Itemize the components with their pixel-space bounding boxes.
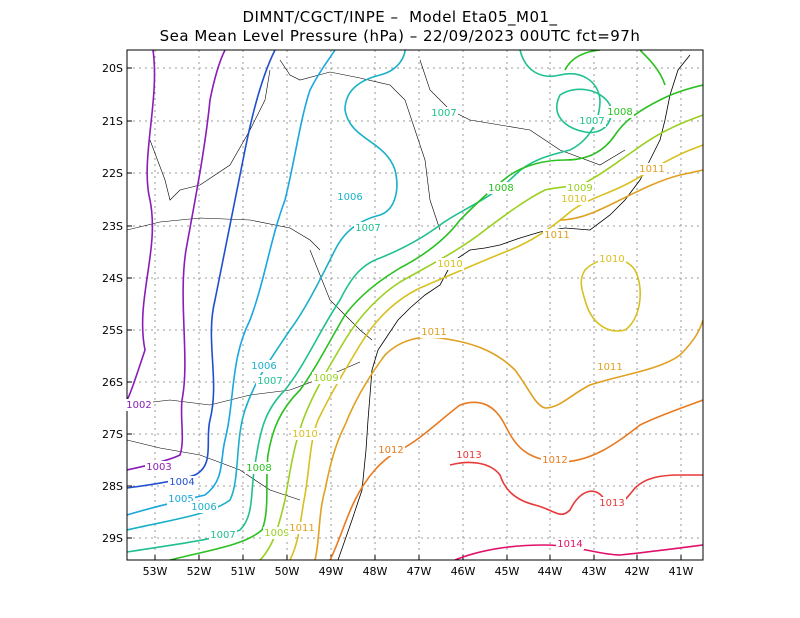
x-tick-label: 48W [363,565,388,578]
contour-label-1012: 1012 [542,455,567,466]
contour-label-1012: 1012 [378,445,403,456]
contour-label-1007: 1007 [355,223,380,234]
contour-label-background [209,529,237,541]
contour-label-1007: 1007 [579,116,604,127]
contour-label-background [598,497,626,509]
contour-label-background [125,399,153,411]
contour-label-background [638,163,666,175]
contour-label-background [245,462,273,474]
contour-label-background [420,326,448,338]
contour-label-1011: 1011 [421,327,446,338]
contour-label-1007: 1007 [257,376,282,387]
contour-label-background [560,193,588,205]
contour-label-background [596,361,624,373]
x-tick-label: 45W [495,565,520,578]
contour-label-1007: 1007 [431,108,456,119]
contour-label-1010: 1010 [437,259,462,270]
y-tick-label: 29S [102,532,123,545]
y-tick-label: 21S [102,115,123,128]
x-tick-label: 42W [625,565,650,578]
x-tick-label: 50W [275,565,300,578]
contour-label-background [250,360,278,372]
contour-labels: 1002100310041005100610061006100710071007… [125,106,666,550]
contour-label-1005: 1005 [168,494,193,505]
graticule [127,50,703,560]
contour-label-1007: 1007 [210,530,235,541]
contour-label-1006: 1006 [337,192,362,203]
contour-label-background [556,538,584,550]
x-tick-label: 41W [669,565,694,578]
contour-label-1008: 1008 [246,463,271,474]
contour-label-background [312,372,340,384]
x-tick-label: 49W [319,565,344,578]
map-frame [126,49,704,561]
contour-label-1014: 1014 [557,539,582,550]
contour-label-1010: 1010 [599,254,624,265]
contour-label-1002: 1002 [126,400,151,411]
y-tick-label: 25S [102,324,123,337]
contour-label-1009: 1009 [313,373,338,384]
contour-label-background [145,461,173,473]
contour-label-1009: 1009 [567,183,592,194]
contour-label-background [541,454,569,466]
contour-label-background [288,522,316,534]
contour-label-background [543,229,571,241]
y-tick-label: 22S [102,167,123,180]
contour-label-background [436,258,464,270]
contour-label-background [377,444,405,456]
title-line-1: DIMNT/CGCT/INPE – Model Eta05_M01_ [242,8,558,26]
x-tick-label: 51W [231,565,256,578]
coastline [337,54,691,560]
contour-label-background [291,428,319,440]
state-borders [127,59,626,501]
contour-label-background [167,493,195,505]
y-tick-label: 20S [102,62,123,75]
contour-label-background [336,191,364,203]
y-tick-label: 26S [102,376,123,389]
contour-label-1008: 1008 [607,107,632,118]
contour-label-background [455,449,483,461]
x-tick-label: 44W [538,565,563,578]
contour-label-1013: 1013 [456,450,481,461]
contour-label-1011: 1011 [289,523,314,534]
contour-label-background [566,182,594,194]
contour-label-background [263,527,291,539]
contour-label-1010: 1010 [561,194,586,205]
x-tick-label: 52W [187,565,212,578]
x-tick-label: 47W [407,565,432,578]
contour-label-background [256,375,284,387]
title-line-2: Sea Mean Level Pressure (hPa) – 22/09/20… [159,27,641,45]
contour-label-background [598,253,626,265]
y-tick-label: 28S [102,480,123,493]
x-tick-label: 53W [143,565,168,578]
contour-label-1011: 1011 [597,362,622,373]
contour-label-1009: 1009 [264,528,289,539]
contour-label-background [578,115,606,127]
isobars [127,50,703,560]
y-tick-label: 24S [102,272,123,285]
y-tick-label: 27S [102,428,123,441]
x-tick-label: 46W [451,565,476,578]
contour-label-1010: 1010 [292,429,317,440]
contour-label-1013: 1013 [599,498,624,509]
contour-label-1011: 1011 [544,230,569,241]
contour-label-1008: 1008 [488,183,513,194]
contour-label-background [606,106,634,118]
y-tick-label: 23S [102,220,123,233]
contour-label-background [354,222,382,234]
contour-label-background [487,182,515,194]
contour-label-1006: 1006 [251,361,276,372]
x-tick-label: 43W [582,565,607,578]
contour-label-1011: 1011 [639,164,664,175]
contour-label-background [190,501,218,513]
contour-label-1003: 1003 [146,462,171,473]
axis-tick-labels: 53W 52W 51W 50W 49W 48W 47W 46W 45W 44W 43W 42W 41W 2… [102,62,694,578]
contour-label-1006: 1006 [191,502,216,513]
contour-label-1004: 1004 [169,477,194,488]
contour-label-background [430,107,458,119]
contour-label-background [168,476,196,488]
